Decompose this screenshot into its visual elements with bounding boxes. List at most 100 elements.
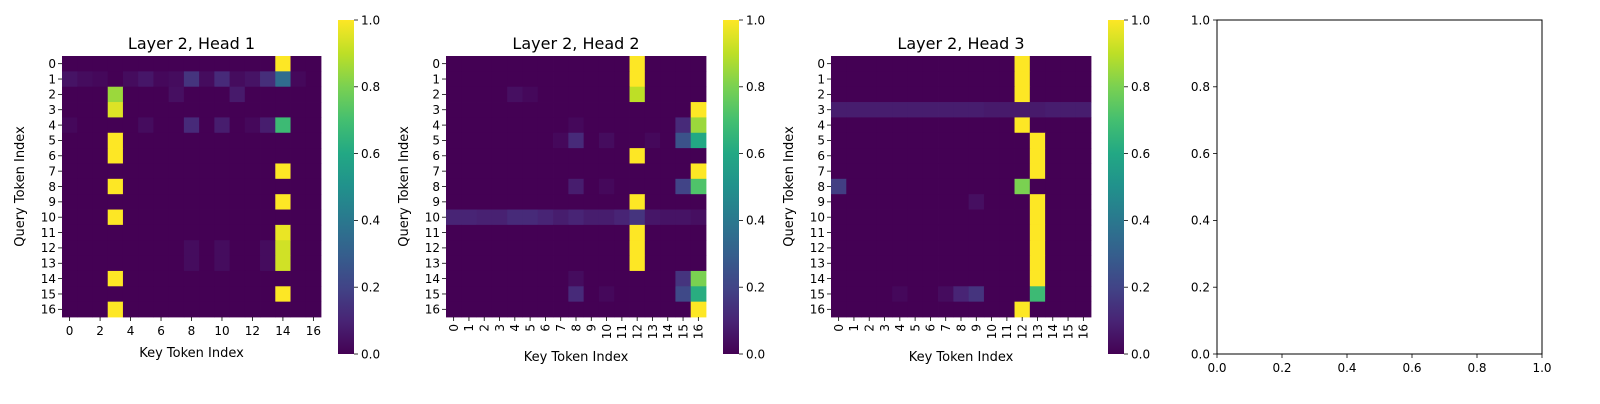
heatmap-cell <box>62 224 78 241</box>
heatmap-cell <box>168 209 185 226</box>
x-tick-label: 1 <box>847 324 861 332</box>
heatmap-cell <box>675 102 692 118</box>
y-tick-label: 0 <box>817 57 825 71</box>
heatmap-cell <box>907 102 924 118</box>
heatmap-cell <box>999 224 1015 241</box>
heatmap-cell <box>183 102 200 118</box>
heatmap-cell <box>491 102 508 118</box>
heatmap-cell <box>260 270 276 287</box>
colorbar-tick-label: 0.2 <box>746 281 765 295</box>
heatmap-cell <box>1060 132 1077 149</box>
heatmap-cell <box>275 71 291 88</box>
heatmap-cell <box>461 86 477 103</box>
y-tick-label: 2 <box>817 88 825 102</box>
heatmap-panel-2: Layer 2, Head 20123456789101112131415160… <box>397 13 765 365</box>
colorbar-tick-label: 0.6 <box>361 147 380 161</box>
heatmap-cell <box>461 240 477 256</box>
heatmap-cell <box>1075 102 1092 118</box>
y-tick-label: 9 <box>432 195 440 209</box>
heatmap-cell <box>138 301 154 318</box>
y-tick-label: 15 <box>41 287 56 301</box>
heatmap-cell <box>861 71 878 88</box>
heatmap-cell <box>831 56 847 72</box>
heatmap-cell <box>1045 56 1061 72</box>
heatmap-cell <box>690 270 707 287</box>
colorbar-tick-label: 0.4 <box>746 214 765 228</box>
heatmap-cell <box>598 255 615 272</box>
y-tick-label: 10 <box>41 211 56 225</box>
x-tick-label: 7 <box>554 324 568 332</box>
x-tick-label: 0 <box>832 324 846 332</box>
heatmap-cell <box>476 163 493 180</box>
heatmap-cell <box>644 286 661 303</box>
heatmap-cell <box>907 240 924 256</box>
heatmap-cell <box>968 117 985 134</box>
heatmap-cell <box>461 194 477 210</box>
heatmap-cell <box>446 102 462 118</box>
heatmap-cell <box>537 56 554 72</box>
heatmap-cell <box>461 102 477 118</box>
heatmap-cell <box>907 178 924 195</box>
heatmap-cell <box>953 117 970 134</box>
heatmap-cell <box>598 148 615 164</box>
chart-title: Layer 2, Head 2 <box>512 34 639 53</box>
heatmap-cell <box>983 209 1000 226</box>
heatmap-cell <box>522 301 539 318</box>
empty-axes-frame <box>1216 19 1543 355</box>
heatmap-cell <box>522 194 539 210</box>
heatmap-cell <box>983 56 1000 72</box>
heatmap-cell <box>199 56 215 72</box>
heatmap-cell <box>1045 86 1061 103</box>
heatmap-cell <box>122 117 139 134</box>
heatmap-cell <box>290 117 307 134</box>
heatmap-cell <box>107 240 124 256</box>
heatmap-cell <box>183 71 200 88</box>
heatmap-cell <box>244 148 261 164</box>
heatmap-cell <box>107 255 124 272</box>
heatmap-cell <box>876 178 893 195</box>
heatmap-cell <box>922 286 939 303</box>
heatmap-cell <box>1075 56 1092 72</box>
heatmap-cell <box>953 224 970 241</box>
heatmap-cell <box>1045 301 1061 318</box>
heatmap-cell <box>153 132 170 149</box>
heatmap-cell <box>537 240 554 256</box>
heatmap-cell <box>522 132 539 149</box>
heatmap-cell <box>1060 178 1077 195</box>
heatmap-cell <box>1014 163 1031 180</box>
heatmap-cell <box>1045 255 1061 272</box>
x-tick-label: 0 <box>66 324 74 338</box>
heatmap-cell <box>983 117 1000 134</box>
heatmap-cell <box>476 86 493 103</box>
heatmap-cell <box>846 178 862 195</box>
heatmap-cell <box>537 148 554 164</box>
x-tick-label: 11 <box>615 324 629 339</box>
heatmap-cell <box>446 148 462 164</box>
heatmap-cell <box>244 270 261 287</box>
y-tick-label: 1 <box>48 72 56 86</box>
heatmap-cell <box>107 286 124 303</box>
heatmap-cell <box>831 163 847 180</box>
heatmap-cell <box>614 209 630 226</box>
heatmap-cell <box>583 148 600 164</box>
heatmap-cell <box>968 102 985 118</box>
heatmap-cell <box>629 270 646 287</box>
heatmap-cell <box>214 194 230 210</box>
heatmap-cell <box>1060 86 1077 103</box>
colorbar-tick-label: 0.0 <box>361 347 380 361</box>
heatmap-cell <box>953 102 970 118</box>
heatmap-cell <box>305 56 322 72</box>
heatmap-cell <box>260 301 276 318</box>
heatmap-cell <box>507 178 523 195</box>
heatmap-cell <box>290 224 307 241</box>
heatmap-cell <box>1075 224 1092 241</box>
heatmap-cell <box>983 132 1000 149</box>
heatmap-cell <box>522 117 539 134</box>
heatmap-cell <box>983 240 1000 256</box>
heatmap-cell <box>861 148 878 164</box>
heatmap-cell <box>214 163 230 180</box>
heatmap-cell <box>660 240 676 256</box>
heatmap-cell <box>168 71 185 88</box>
heatmap-cell <box>953 56 970 72</box>
y-tick-label: 10 <box>810 211 825 225</box>
